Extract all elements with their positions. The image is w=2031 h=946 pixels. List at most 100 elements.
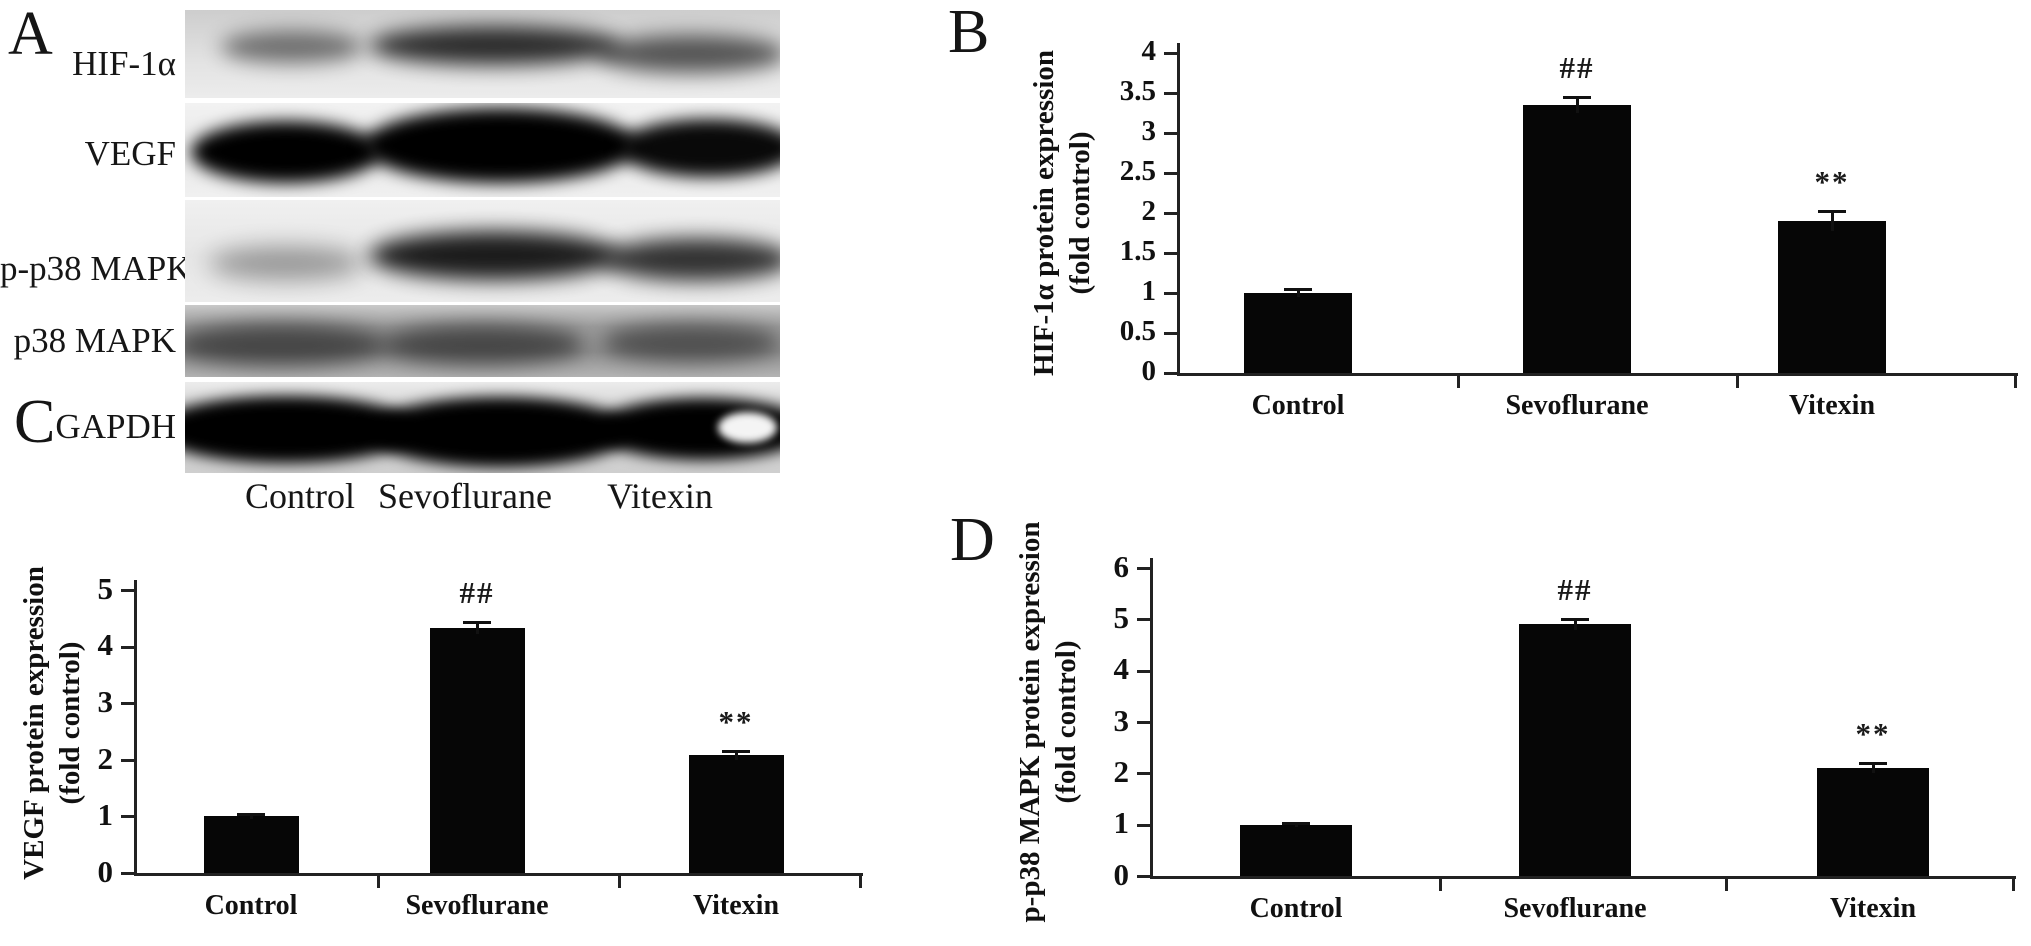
y-tick-label: 0.5 [1119, 315, 1156, 348]
y-tick-label: 6 [1113, 548, 1130, 584]
y-tick [1164, 292, 1178, 295]
y-tick-label: 2 [1113, 754, 1130, 790]
y-tick-label: 1 [1141, 275, 1157, 308]
error-bar-stem-sevoflurane [475, 622, 479, 634]
x-tick [2012, 876, 2015, 891]
y-tick-label: 0 [97, 853, 114, 889]
y-tick-label: 4 [1141, 35, 1157, 68]
bar-control [203, 816, 299, 873]
lane-label-sevoflurane: Sevoflurane [378, 476, 552, 516]
chart-c-y-axis [134, 580, 137, 876]
blot-row-label-vegf: VEGF [84, 134, 176, 173]
blot-band-hif-1-vitexin [595, 34, 780, 74]
x-category-label-vitexin: Vitexin [1788, 390, 1876, 421]
y-tick-label: 5 [1113, 600, 1130, 636]
chart-b-y-axis [1177, 43, 1180, 376]
y-tick [121, 872, 135, 875]
error-bar-cap-vitexin [722, 749, 750, 753]
y-tick [1164, 372, 1178, 375]
chart-c-y-axis-label-line1: VEGF protein expression [18, 566, 50, 880]
y-tick-label: 2.5 [1119, 155, 1156, 188]
blot-strip-vegf [185, 103, 780, 197]
x-category-label-control: Control [204, 890, 298, 921]
y-tick-label: 1 [97, 797, 114, 833]
significance-annotation-vitexin: ** [1855, 716, 1891, 752]
chart-b-y-axis-label-line2: (fold control) [1064, 131, 1096, 295]
chart-c-x-axis [134, 873, 863, 876]
blot-band-p38-mapk-vitexin [601, 323, 780, 362]
error-bar-cap-control [1284, 288, 1312, 291]
x-tick [1438, 876, 1442, 891]
y-tick [1164, 172, 1178, 175]
y-tick [1137, 721, 1151, 724]
panel-a-letter: A [8, 0, 53, 68]
chart-b-y-axis-label-line1: HIF-1α protein expression [1028, 49, 1060, 377]
y-tick-label: 1 [1113, 805, 1130, 841]
x-tick [1735, 373, 1739, 388]
bar-vitexin [688, 755, 784, 873]
blot-row-label-p-p38-mapk: p-p38 MAPK [0, 249, 192, 288]
blot-band-p38-mapk-sevoflurane [381, 324, 584, 365]
significance-annotation-vitexin: ** [1814, 164, 1850, 200]
blot-band-p-p38-mapk-sevoflurane [369, 230, 620, 280]
y-tick [121, 815, 135, 819]
blot-strip-p-p38-mapk [185, 200, 780, 302]
chart-c-y-axis-label-line2: (fold control) [54, 641, 86, 805]
error-bar-cap-sevoflurane [1561, 618, 1589, 622]
y-tick-label: 4 [97, 627, 114, 663]
y-tick [121, 702, 135, 706]
y-tick [1137, 669, 1151, 673]
y-tick-label: 5 [97, 570, 114, 606]
chart-b-y-axis-label: HIF-1α protein expression (fold control) [1026, 50, 1098, 376]
blot-band-vegf-vitexin [619, 118, 780, 178]
y-tick-label: 1.5 [1119, 235, 1156, 268]
y-tick [1164, 132, 1178, 135]
chart-d-y-axis [1150, 558, 1153, 879]
error-bar-stem-control [249, 813, 253, 820]
x-category-label-control: Control [1251, 390, 1345, 421]
bar-control [1244, 293, 1352, 373]
y-tick-label: 3 [97, 683, 114, 719]
blot-row-label-gapdh: GAPDH [55, 407, 176, 446]
x-tick [618, 873, 621, 888]
blot-row-label-p38-mapk: p38 MAPK [13, 321, 176, 360]
bar-sevoflurane [1523, 105, 1631, 373]
blot-band-hif-1-sevoflurane [369, 25, 620, 65]
chart-d-y-axis-label: p-p38 MAPK protein expression (fold contr… [1012, 522, 1084, 923]
error-bar-stem-sevoflurane [1575, 97, 1579, 113]
y-tick [1137, 772, 1151, 776]
panel-d-letter: D [950, 506, 995, 574]
y-tick [1164, 212, 1178, 215]
y-tick [121, 645, 135, 649]
y-tick [1164, 332, 1178, 335]
error-bar-stem-control [1296, 289, 1300, 297]
y-tick [1164, 92, 1178, 95]
chart-d-y-axis-label-line1: p-p38 MAPK protein expression [1014, 521, 1046, 923]
y-tick-label: 2 [1141, 195, 1157, 228]
significance-annotation-sevoflurane: ## [1559, 50, 1595, 85]
chart-d-y-axis-label-line2: (fold control) [1050, 640, 1082, 804]
x-category-label-sevoflurane: Sevoflurane [405, 890, 549, 921]
x-tick [859, 873, 862, 888]
x-category-label-sevoflurane: Sevoflurane [1503, 893, 1647, 924]
error-bar-cap-vitexin [1859, 762, 1887, 766]
lane-label-control: Control [244, 476, 355, 516]
gapdh-white-spot [717, 412, 778, 443]
panel-c-letter: C [14, 388, 56, 456]
chart-b-x-axis [1177, 373, 2018, 376]
bar-vitexin [1817, 768, 1929, 876]
y-tick-label: 3 [1141, 115, 1157, 148]
error-bar-stem-vitexin [734, 750, 738, 760]
significance-annotation-vitexin: ** [718, 703, 754, 739]
y-tick-label: 0 [1141, 355, 1157, 388]
blot-band-p-p38-mapk-vitexin [601, 237, 780, 281]
x-tick [377, 873, 380, 888]
blot-band-vegf-sevoflurane [363, 107, 638, 183]
y-tick [1164, 52, 1178, 55]
error-bar-stem-control [1294, 822, 1298, 827]
y-tick [121, 758, 135, 762]
x-tick [1725, 876, 1729, 891]
chart-d-x-axis [1150, 876, 2016, 879]
error-bar-stem-sevoflurane [1573, 619, 1577, 630]
